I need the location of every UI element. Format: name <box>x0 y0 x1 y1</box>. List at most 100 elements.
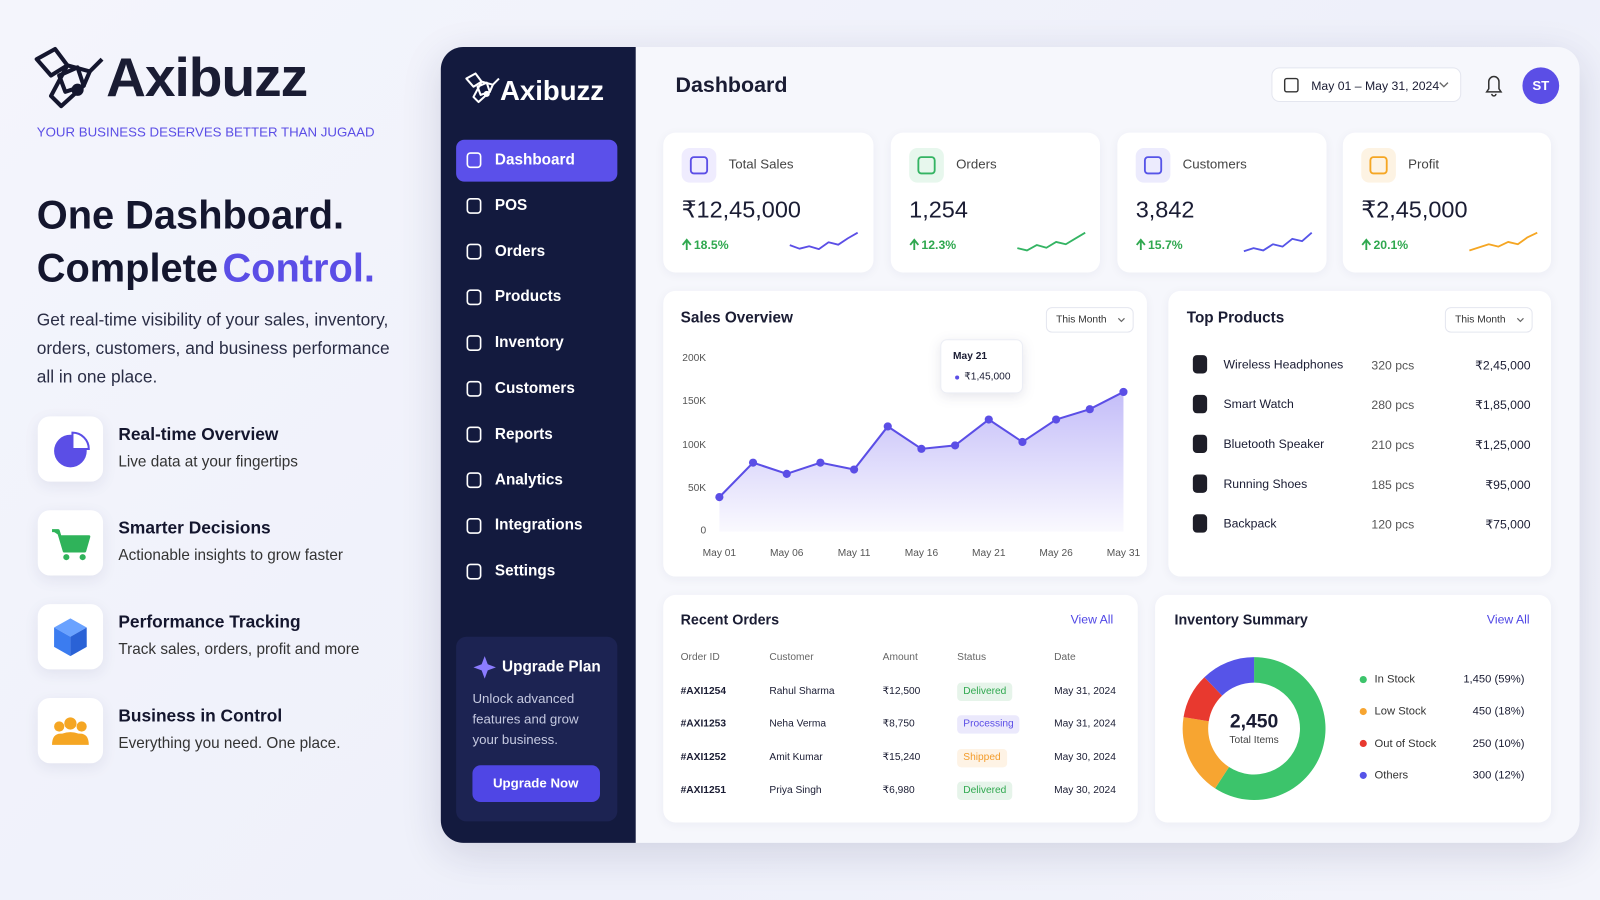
logo-antenna <box>492 77 500 86</box>
chevron <box>1516 317 1524 323</box>
icon-shape <box>79 554 86 561</box>
nav-item[interactable]: Orders <box>494 242 546 260</box>
view-all[interactable]: View All <box>1070 612 1114 627</box>
product-name: Bluetooth Speaker <box>1223 436 1325 452</box>
nav-icon <box>466 563 482 580</box>
tagline: YOUR BUSINESS DESERVES BETTER THAN JUGAA… <box>36 124 375 140</box>
logo-mark <box>34 46 104 109</box>
icon-shape <box>54 618 87 637</box>
kpi-icon-bg <box>681 147 717 183</box>
legend-dot <box>1359 739 1367 748</box>
orders-card <box>663 594 1138 823</box>
feature-text: Everything you need. One place. <box>118 734 341 753</box>
nav-icon <box>466 517 482 534</box>
nav-item[interactable]: POS <box>494 196 528 215</box>
legend-dot <box>1359 676 1367 684</box>
product-qty: 280 pcs <box>1371 397 1415 413</box>
feature-icon <box>54 431 90 468</box>
filter-dropdown[interactable] <box>1444 307 1533 333</box>
date-picker[interactable] <box>1271 67 1462 103</box>
nav-item[interactable]: Inventory <box>494 333 564 352</box>
upgrade-button[interactable] <box>472 765 600 803</box>
upgrade-button-label[interactable]: Upgrade Now <box>492 775 579 791</box>
feature-icon <box>52 717 89 745</box>
donut-slice <box>1215 657 1326 800</box>
view-all[interactable]: View All <box>1486 612 1530 627</box>
logo-body <box>48 63 92 109</box>
order-cell: May 30, 2024 <box>1054 751 1116 763</box>
product-name: Backpack <box>1223 516 1277 531</box>
donut-slice <box>1182 717 1230 789</box>
product-revenue: ₹95,000 <box>1485 477 1531 492</box>
kpi-icon <box>1143 156 1163 175</box>
icon-shape <box>52 529 91 553</box>
nav-active-bg <box>456 139 618 182</box>
nav-item[interactable]: Customers <box>494 379 575 397</box>
date-range[interactable]: May 01 – May 31, 2024 <box>1311 78 1440 93</box>
kpi-label: Total Sales <box>728 156 794 172</box>
product-qty: 120 pcs <box>1371 517 1415 532</box>
legend-label: Low Stock <box>1374 705 1427 718</box>
headline: Complete <box>36 246 219 291</box>
point <box>849 465 859 474</box>
feature-title: Real-time Overview <box>118 424 279 444</box>
x-tick-label: May 06 <box>769 547 804 560</box>
nav-icon <box>466 472 482 489</box>
feature-title: Performance Tracking <box>118 612 301 632</box>
top-products-card <box>1168 290 1552 577</box>
headline-accent: Control. <box>222 246 375 291</box>
tooltip-box <box>940 339 1023 394</box>
y-tick-label: 50K <box>687 482 707 494</box>
card-title: Sales Overview <box>680 309 793 327</box>
donut-total-label: Total Items <box>1229 734 1279 746</box>
nav-item[interactable]: Integrations <box>494 516 583 535</box>
avatar-initials[interactable]: ST <box>1532 77 1550 93</box>
sparkline <box>1469 231 1538 252</box>
icon-shape <box>70 627 87 657</box>
point <box>1085 405 1094 414</box>
logo-antenna <box>88 57 104 73</box>
sparkline <box>1017 231 1086 252</box>
kpi-value: 3,842 <box>1135 195 1195 223</box>
status-pill: Delivered <box>957 682 1013 702</box>
legend-label: In Stock <box>1374 673 1416 686</box>
filter-dropdown[interactable] <box>1045 307 1134 333</box>
order-cell: ₹8,750 <box>882 718 915 730</box>
nav-item[interactable]: Products <box>494 288 562 306</box>
value-label: 1,450 (59%) <box>1463 673 1525 686</box>
feature-icon-card <box>37 697 104 764</box>
logo-dot <box>71 83 84 96</box>
nav-icon <box>466 426 482 443</box>
feature-title: Business in Control <box>118 706 283 726</box>
upgrade-text: Unlock advanced features and grow your b… <box>472 690 579 747</box>
nav-item[interactable]: Dashboard <box>494 151 575 169</box>
card-title: Inventory Summary <box>1174 611 1308 628</box>
product-icon <box>1192 355 1208 374</box>
kpi-icon <box>917 156 936 175</box>
area <box>719 391 1124 532</box>
filter-label[interactable]: This Month <box>1056 314 1107 326</box>
up-arrow <box>1361 238 1372 250</box>
product-qty: 210 pcs <box>1371 437 1415 453</box>
tooltip-value: ₹1,45,000 <box>964 371 1011 383</box>
nav-item[interactable]: Settings <box>494 562 556 580</box>
product-revenue: ₹1,25,000 <box>1475 437 1531 453</box>
nav-icon <box>466 152 482 169</box>
nav-item[interactable]: Reports <box>494 425 553 443</box>
x-tick-label: May 21 <box>972 547 1006 560</box>
kpi-change: 18.5% <box>693 237 729 253</box>
nav-item[interactable]: Analytics <box>494 471 563 489</box>
nav-icon <box>466 197 482 214</box>
filter-label[interactable]: This Month <box>1455 314 1506 326</box>
nav-icon <box>466 380 482 397</box>
product-icon <box>1192 514 1208 533</box>
feature-text: Actionable insights to grow faster <box>118 546 343 565</box>
order-cell: May 31, 2024 <box>1054 685 1116 697</box>
legend-dot <box>1359 707 1367 716</box>
upgrade-icon <box>473 656 496 679</box>
up-arrow <box>681 238 692 250</box>
icon-shape <box>52 732 89 745</box>
kpi-icon-bg <box>1135 147 1171 183</box>
